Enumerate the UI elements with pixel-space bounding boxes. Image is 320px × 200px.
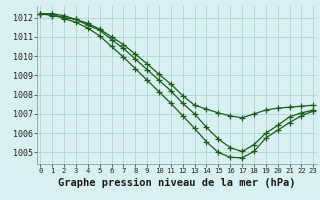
X-axis label: Graphe pression niveau de la mer (hPa): Graphe pression niveau de la mer (hPa)	[58, 178, 296, 188]
